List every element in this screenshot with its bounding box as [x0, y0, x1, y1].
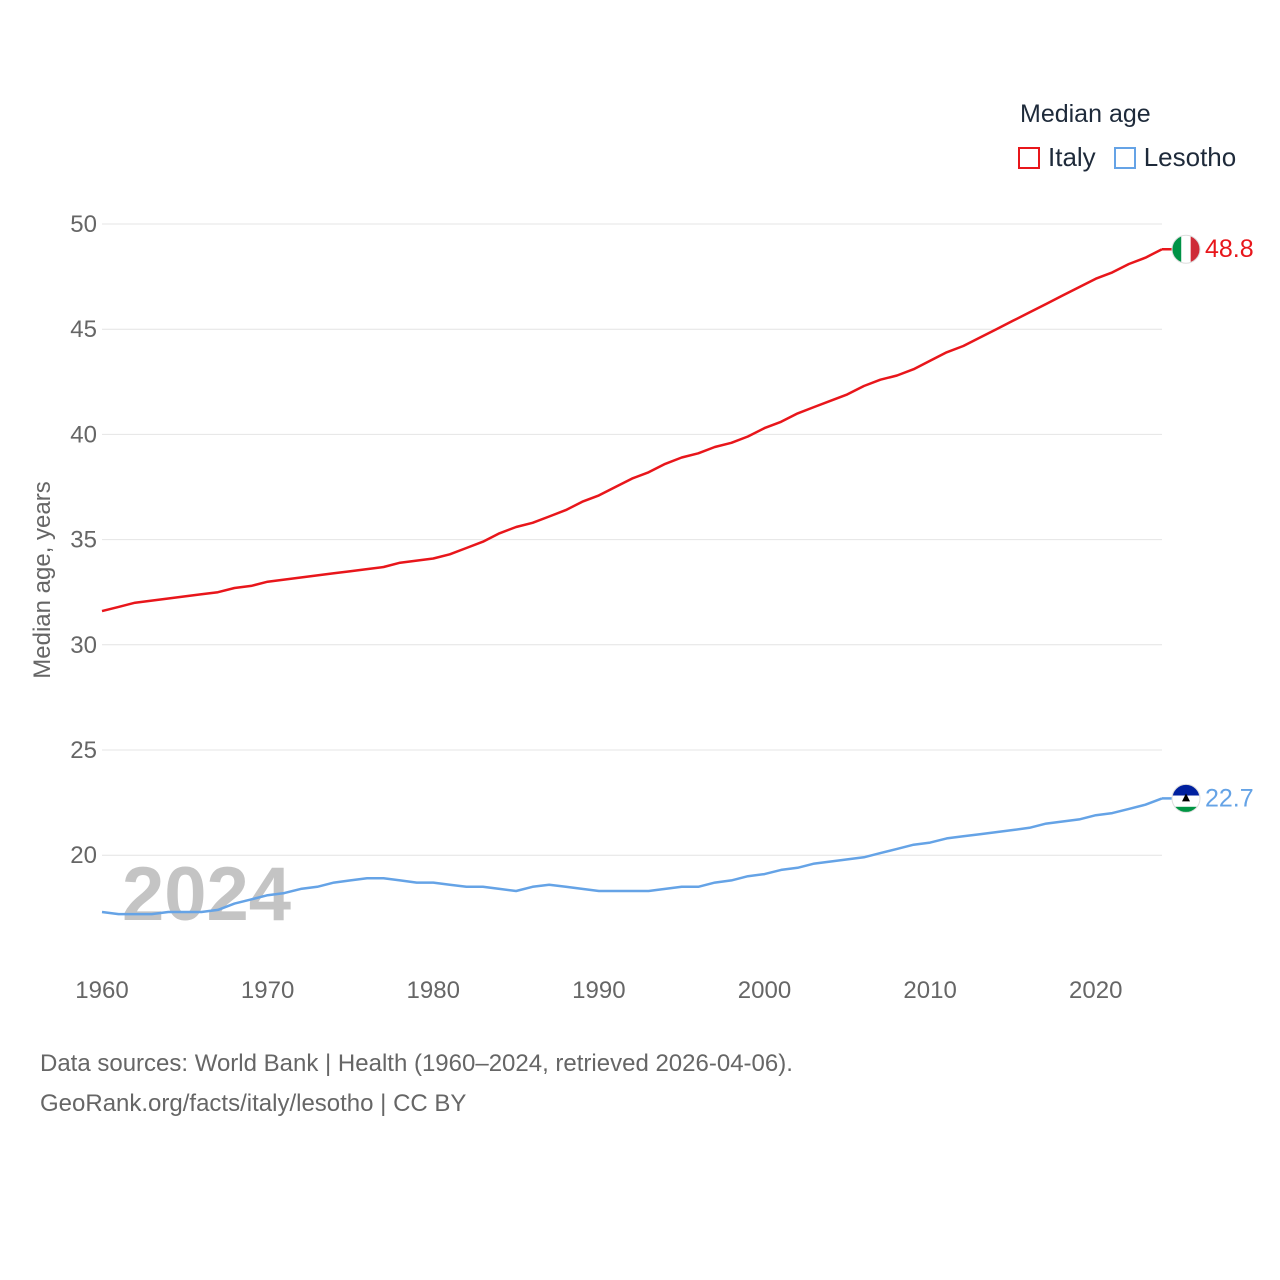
- legend-swatch-italy: [1018, 146, 1040, 169]
- x-tick-label-2010: 2010: [903, 977, 956, 1004]
- legend-label-italy: Italy: [1048, 142, 1096, 172]
- source-note: Data sources: World Bank | Health (1960–…: [40, 1044, 793, 1124]
- legend-item-lesotho[interactable]: Lesotho: [1113, 142, 1237, 173]
- y-axis-ticks: 20 25 30 35 40 45 50: [70, 211, 97, 869]
- lesotho-flag-icon: [1171, 783, 1201, 813]
- year-watermark: 2024: [122, 852, 291, 937]
- x-tick-label-1980: 1980: [407, 977, 460, 1004]
- x-tick-label-2020: 2020: [1069, 977, 1122, 1004]
- y-tick-label-45: 45: [70, 316, 97, 343]
- x-tick-label-1970: 1970: [241, 977, 294, 1004]
- legend-title: Median age: [1020, 100, 1151, 128]
- x-axis-ticks: 1960 1970 1980 1990 2000 2010 2020: [75, 977, 1122, 1004]
- series-lines: [101, 247, 1172, 916]
- legend-item-italy[interactable]: Italy: [1018, 142, 1096, 173]
- end-label-italy: 48.8: [1205, 235, 1254, 263]
- source-line-2[interactable]: GeoRank.org/facts/italy/lesotho | CC BY: [40, 1090, 467, 1117]
- series-line-italy[interactable]: [101, 248, 1163, 613]
- y-tick-label-50: 50: [70, 211, 97, 238]
- legend-label-lesotho: Lesotho: [1143, 142, 1237, 172]
- x-tick-label-1960: 1960: [75, 977, 128, 1004]
- source-line-1: Data sources: World Bank | Health (1960–…: [40, 1050, 793, 1077]
- end-labels: 48.8 22.7: [1205, 235, 1254, 812]
- y-tick-label-30: 30: [70, 632, 97, 659]
- x-tick-label-1990: 1990: [572, 977, 625, 1004]
- end-label-lesotho: 22.7: [1205, 784, 1254, 812]
- grid-lines: [102, 223, 1162, 856]
- legend: Italy Lesotho: [1018, 142, 1254, 173]
- x-tick-label-2000: 2000: [738, 977, 791, 1004]
- y-tick-label-20: 20: [70, 842, 97, 869]
- y-axis-label: Median age, years: [29, 481, 56, 678]
- y-tick-label-40: 40: [70, 421, 97, 448]
- series-line-lesotho[interactable]: [101, 797, 1163, 916]
- y-tick-label-35: 35: [70, 527, 97, 554]
- legend-swatch-lesotho: [1113, 146, 1136, 169]
- italy-flag-icon: [1171, 234, 1201, 264]
- y-tick-label-25: 25: [70, 737, 97, 764]
- flag-markers: [1171, 234, 1201, 813]
